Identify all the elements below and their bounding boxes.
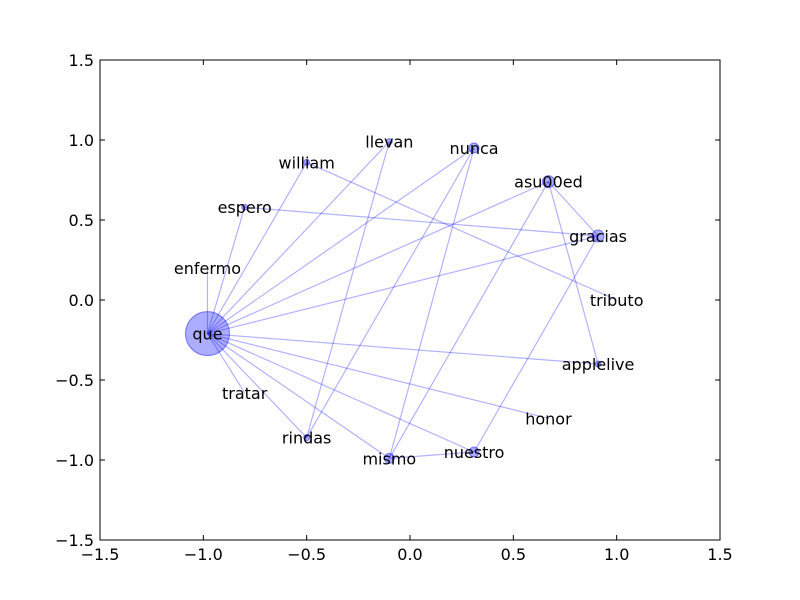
node-asu00ed (541, 175, 555, 189)
edge-asu00ed-applelive (547, 181, 599, 365)
edges-layer (206, 141, 617, 459)
xtick-label: 1.5 (707, 545, 732, 564)
xtick-label: −1.0 (184, 545, 223, 564)
edge-que-gracias (207, 235, 599, 335)
edge-que-william (206, 162, 308, 334)
xtick-label: −0.5 (287, 545, 326, 564)
edge-que-llevan (207, 141, 390, 335)
ytick-label: 0.0 (69, 291, 94, 310)
labels-layer: que enfermo espero william llevan nunca asu00e… (174, 133, 644, 469)
edge-william-tributo (306, 161, 617, 301)
node-label-nuestro: nuestro (444, 443, 505, 462)
node-label-william: william (279, 153, 335, 172)
node-label-enfermo: enfermo (174, 259, 241, 278)
node-nunca (468, 142, 480, 154)
edge-nunca-rindas (306, 147, 475, 438)
xtick-label: 0.0 (397, 545, 422, 564)
edge-espero-gracias (244, 206, 599, 237)
ytick-label: −0.5 (55, 371, 94, 390)
node-label-espero: espero (218, 198, 272, 217)
xtick-label: 0.5 (501, 545, 526, 564)
ytick-label: −1.5 (55, 531, 94, 550)
node-rindas (303, 434, 311, 442)
node-que (184, 311, 230, 357)
node-applelive (594, 360, 602, 368)
edge-que-rindas (207, 333, 308, 439)
node-william (303, 158, 311, 166)
node-label-applelive: applelive (562, 355, 635, 374)
node-label-tributo: tributo (590, 291, 644, 310)
edge-que-tratar (206, 333, 246, 394)
node-label-nunca: nunca (450, 139, 499, 158)
ytick-label: −1.0 (55, 451, 94, 470)
node-label-mismo: mismo (362, 449, 416, 468)
ytick-label: 1.0 (69, 131, 94, 150)
node-nuestro (468, 446, 480, 458)
edge-que-nuestro (207, 333, 475, 453)
edge-que-asu00ed (207, 181, 549, 335)
node-label-asu00ed: asu00ed (514, 173, 583, 192)
edge-asu00ed-gracias (548, 181, 599, 237)
node-label-honor: honor (525, 409, 572, 428)
edge-nuestro-mismo (389, 451, 475, 459)
node-mismo (383, 452, 395, 464)
ytick-label: 0.5 (69, 211, 94, 230)
edge-que-applelive (207, 333, 599, 365)
xtick-label: 1.0 (604, 545, 629, 564)
xtick-label: −1.5 (81, 545, 120, 564)
axis-ticks: −1.5 −1.0 −0.5 0.0 0.5 1.0 1.5 −1.5 −1.0 −0.5 0.0 0… (55, 51, 733, 564)
ytick-label: 1.5 (69, 51, 94, 70)
node-label-tratar: tratar (222, 384, 268, 403)
node-label-rindas: rindas (282, 429, 331, 448)
edge-que-nunca (207, 147, 475, 335)
edge-asu00ed-mismo (388, 181, 549, 459)
nodes-layer (184, 138, 605, 464)
node-label-llevan: llevan (365, 133, 413, 152)
node-llevan (385, 138, 393, 146)
edge-que-espero (206, 207, 246, 334)
node-label-que: que (192, 325, 222, 344)
node-gracias (591, 229, 605, 243)
edge-que-mismo (207, 333, 390, 459)
edge-gracias-nuestro (473, 235, 599, 453)
edge-llevan-rindas (306, 141, 390, 438)
edge-que-honor (207, 333, 549, 419)
edge-nunca-mismo (388, 147, 475, 459)
node-label-gracias: gracias (569, 227, 627, 246)
node-espero (241, 203, 249, 211)
